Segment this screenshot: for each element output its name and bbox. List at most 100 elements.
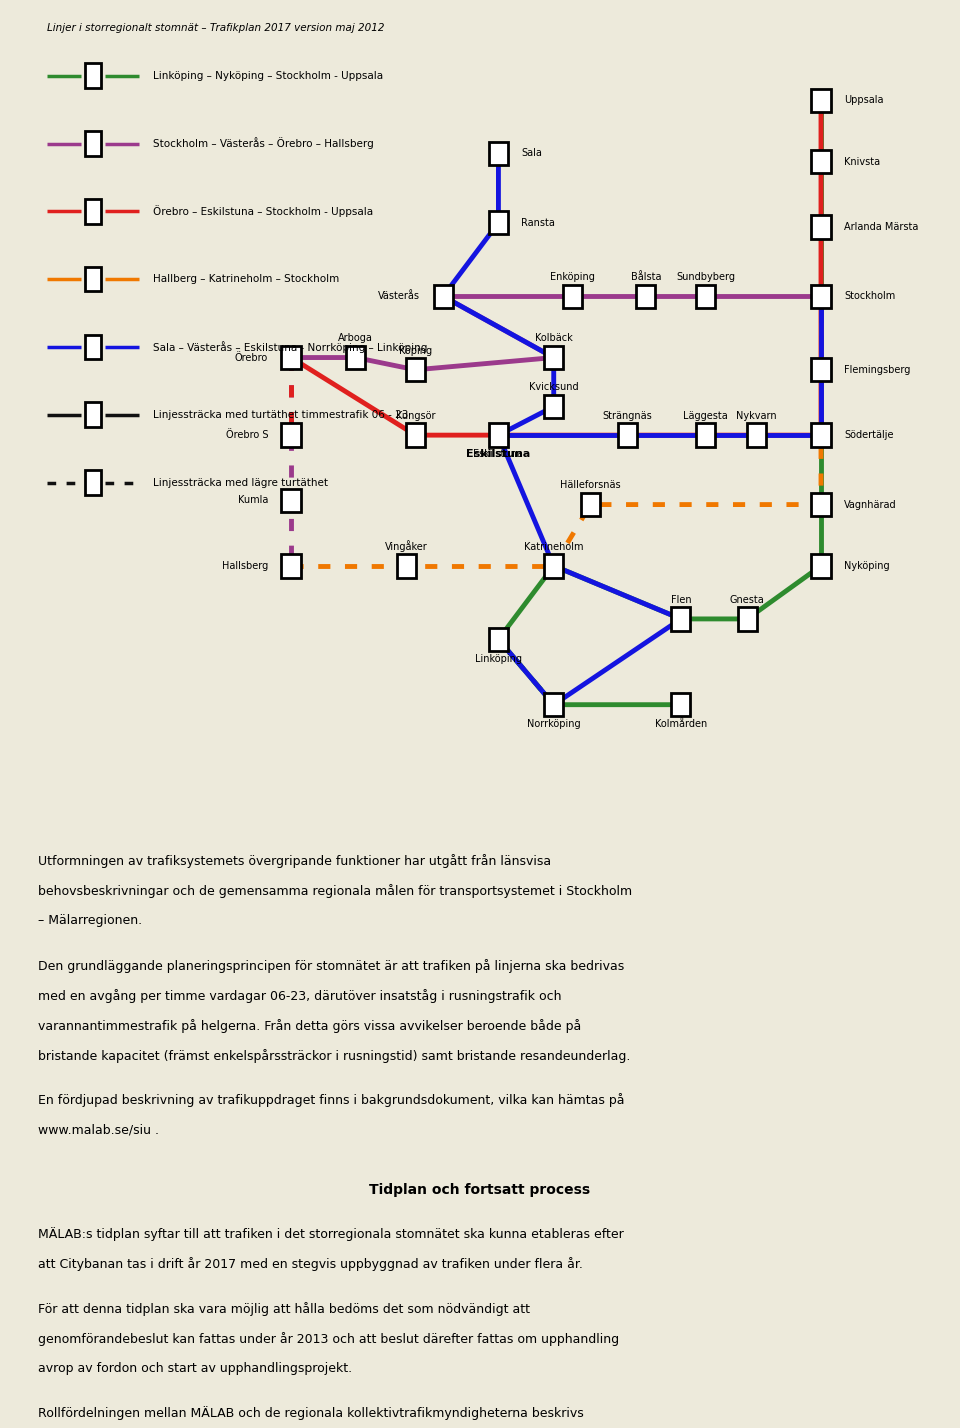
Text: Linjessträcka med lägre turtäthet: Linjessträcka med lägre turtäthet	[153, 477, 327, 487]
Text: med en avgång per timme vardagar 06-23, därutöver insatståg i rusningstrafik och: med en avgång per timme vardagar 06-23, …	[38, 988, 562, 1002]
Text: Rollfördelningen mellan MÄLAB och de regionala kollektivtrafikmyndigheterna besk: Rollfördelningen mellan MÄLAB och de reg…	[38, 1407, 584, 1421]
FancyBboxPatch shape	[671, 693, 690, 717]
Text: Kvicksund: Kvicksund	[529, 383, 579, 393]
Text: Utformningen av trafiksystemets övergripande funktioner har utgått från länsvisa: Utformningen av trafiksystemets övergrip…	[38, 854, 552, 868]
Text: varannantimmestrafik på helgerna. Från detta görs vissa avvikelser beroende både: varannantimmestrafik på helgerna. Från d…	[38, 1020, 582, 1032]
Text: Arlanda Märsta: Arlanda Märsta	[844, 221, 919, 231]
FancyBboxPatch shape	[671, 607, 690, 631]
Text: Den grundläggande planeringsprincipen för stomnätet är att trafiken på linjerna : Den grundläggande planeringsprincipen fö…	[38, 958, 625, 972]
Text: Västerås: Västerås	[378, 291, 420, 301]
FancyBboxPatch shape	[737, 607, 756, 631]
FancyBboxPatch shape	[281, 554, 300, 577]
Text: Kolmården: Kolmården	[655, 718, 707, 728]
Text: Nyköping: Nyköping	[844, 561, 890, 571]
Text: avrop av fordon och start av upphandlingsprojekt.: avrop av fordon och start av upphandling…	[38, 1362, 352, 1375]
Text: För att denna tidplan ska vara möjlig att hålla bedöms det som nödvändigt att: För att denna tidplan ska vara möjlig at…	[38, 1302, 530, 1315]
FancyBboxPatch shape	[489, 424, 508, 447]
FancyBboxPatch shape	[281, 424, 300, 447]
FancyBboxPatch shape	[696, 424, 715, 447]
FancyBboxPatch shape	[346, 346, 365, 370]
Text: Vingåker: Vingåker	[385, 540, 427, 551]
FancyBboxPatch shape	[406, 424, 425, 447]
FancyBboxPatch shape	[636, 284, 656, 308]
Text: genomförandebeslut kan fattas under år 2013 och att beslut därefter fattas om up: genomförandebeslut kan fattas under år 2…	[38, 1332, 619, 1345]
Text: Hälleforsnäs: Hälleforsnäs	[561, 480, 621, 490]
Text: www.malab.se/siu .: www.malab.se/siu .	[38, 1124, 159, 1137]
Text: Flemingsberg: Flemingsberg	[844, 364, 910, 374]
Text: Eskilstuna: Eskilstuna	[473, 450, 523, 460]
FancyBboxPatch shape	[489, 141, 508, 166]
Text: Enköping: Enköping	[550, 271, 594, 281]
Text: Nykvarn: Nykvarn	[736, 411, 777, 421]
Text: Sala – Västerås – Eskilstuna - Norrköping – Linköping: Sala – Västerås – Eskilstuna - Norrköpin…	[153, 341, 427, 353]
FancyBboxPatch shape	[811, 284, 830, 308]
FancyBboxPatch shape	[747, 424, 766, 447]
Text: Vagnhärad: Vagnhärad	[844, 500, 897, 510]
Text: Gnesta: Gnesta	[730, 594, 764, 604]
Text: Hallsberg: Hallsberg	[222, 561, 268, 571]
Text: Norrköping: Norrköping	[527, 718, 581, 728]
FancyBboxPatch shape	[618, 424, 637, 447]
Text: Kungsör: Kungsör	[396, 411, 435, 421]
Text: Eskilstuna: Eskilstuna	[467, 450, 531, 460]
Text: Linjessträcka med turtäthet timmestrafik 06 - 23: Linjessträcka med turtäthet timmestrafik…	[153, 410, 408, 420]
FancyBboxPatch shape	[544, 346, 564, 370]
FancyBboxPatch shape	[544, 396, 564, 418]
Text: Södertälje: Södertälje	[844, 430, 894, 440]
Text: Tidplan och fortsatt process: Tidplan och fortsatt process	[370, 1182, 590, 1197]
Text: att Citybanan tas i drift år 2017 med en stegvis uppbyggnad av trafiken under fl: att Citybanan tas i drift år 2017 med en…	[38, 1257, 584, 1271]
Text: Katrineholm: Katrineholm	[524, 541, 584, 551]
FancyBboxPatch shape	[281, 346, 300, 370]
FancyBboxPatch shape	[811, 216, 830, 238]
FancyBboxPatch shape	[84, 63, 101, 89]
FancyBboxPatch shape	[84, 198, 101, 224]
Text: Köping: Köping	[399, 346, 432, 356]
Text: Linjer i storregionalt stomnät – Trafikplan 2017 version maj 2012: Linjer i storregionalt stomnät – Trafikp…	[47, 23, 384, 33]
FancyBboxPatch shape	[544, 554, 564, 577]
FancyBboxPatch shape	[811, 493, 830, 517]
FancyBboxPatch shape	[406, 358, 425, 381]
Text: Örebro – Eskilstuna – Stockholm - Uppsala: Örebro – Eskilstuna – Stockholm - Uppsal…	[153, 206, 372, 217]
Text: Arboga: Arboga	[338, 333, 373, 343]
Text: Hallberg – Katrineholm – Stockholm: Hallberg – Katrineholm – Stockholm	[153, 274, 339, 284]
Text: Linköping: Linköping	[475, 654, 522, 664]
FancyBboxPatch shape	[84, 470, 101, 494]
Text: Sala: Sala	[521, 149, 542, 159]
FancyBboxPatch shape	[489, 211, 508, 234]
Text: Örebro S: Örebro S	[226, 430, 268, 440]
FancyBboxPatch shape	[563, 284, 582, 308]
FancyBboxPatch shape	[84, 403, 101, 427]
Text: MÄLAB:s tidplan syftar till att trafiken i det storregionala stomnätet ska kunna: MÄLAB:s tidplan syftar till att trafiken…	[38, 1227, 624, 1241]
FancyBboxPatch shape	[84, 131, 101, 156]
Text: Kumla: Kumla	[238, 496, 268, 506]
FancyBboxPatch shape	[544, 693, 564, 717]
Text: Ransta: Ransta	[521, 217, 555, 228]
FancyBboxPatch shape	[811, 89, 830, 111]
Text: Stockholm: Stockholm	[844, 291, 896, 301]
FancyBboxPatch shape	[811, 358, 830, 381]
FancyBboxPatch shape	[281, 488, 300, 513]
FancyBboxPatch shape	[811, 424, 830, 447]
Text: behovsbeskrivningar och de gemensamma regionala målen för transportsystemet i St: behovsbeskrivningar och de gemensamma re…	[38, 884, 633, 898]
FancyBboxPatch shape	[489, 628, 508, 651]
Text: Kolbäck: Kolbäck	[535, 333, 572, 343]
FancyBboxPatch shape	[396, 554, 416, 577]
Text: – Mälarregionen.: – Mälarregionen.	[38, 914, 142, 927]
Text: Stockholm – Västerås – Örebro – Hallsberg: Stockholm – Västerås – Örebro – Hallsber…	[153, 137, 373, 150]
Text: Bålsta: Bålsta	[631, 271, 661, 281]
Text: Linköping – Nyköping – Stockholm - Uppsala: Linköping – Nyköping – Stockholm - Uppsa…	[153, 71, 383, 81]
FancyBboxPatch shape	[84, 267, 101, 291]
Text: Flen: Flen	[671, 594, 691, 604]
Text: Knivsta: Knivsta	[844, 157, 880, 167]
FancyBboxPatch shape	[696, 284, 715, 308]
FancyBboxPatch shape	[581, 493, 600, 517]
Text: Örebro: Örebro	[235, 353, 268, 363]
Text: Uppsala: Uppsala	[844, 96, 883, 106]
Text: Strängnäs: Strängnäs	[603, 411, 653, 421]
Text: Sundbyberg: Sundbyberg	[676, 271, 735, 281]
Text: bristande kapacitet (främst enkelspårssträckor i rusningstid) samt bristande res: bristande kapacitet (främst enkelspårsst…	[38, 1050, 631, 1062]
Text: Läggesta: Läggesta	[684, 411, 729, 421]
FancyBboxPatch shape	[811, 150, 830, 173]
Text: En fördjupad beskrivning av trafikuppdraget finns i bakgrundsdokument, vilka kan: En fördjupad beskrivning av trafikuppdra…	[38, 1094, 625, 1108]
FancyBboxPatch shape	[811, 554, 830, 577]
